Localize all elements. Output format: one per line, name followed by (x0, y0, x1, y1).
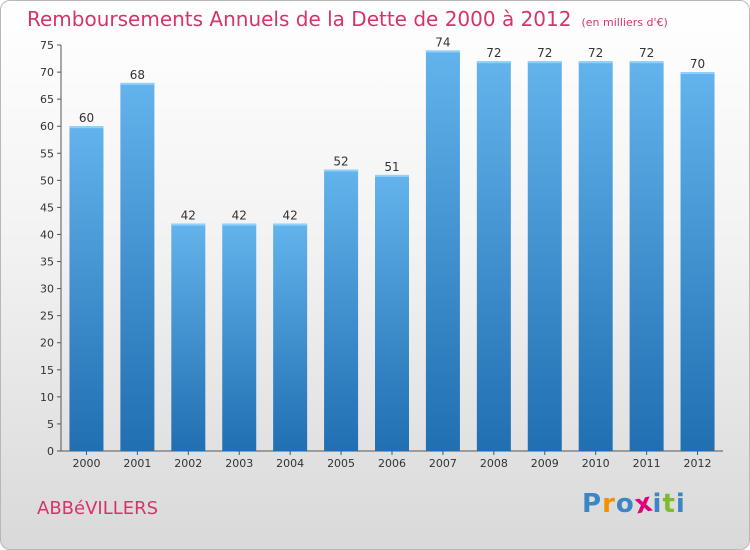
data-label-2012: 70 (690, 57, 705, 71)
bar-top-highlight (324, 169, 359, 172)
bar-2004 (273, 223, 308, 451)
bar-2009 (527, 61, 562, 452)
y-tick-label: 50 (40, 174, 54, 187)
data-label-2009: 72 (537, 46, 552, 60)
city-name: ABBéVILLERS (37, 498, 159, 519)
y-tick-label: 40 (40, 228, 54, 241)
x-tick-label-2001: 2001 (123, 457, 151, 470)
x-tick-label-2010: 2010 (582, 457, 610, 470)
x-tick-label-2005: 2005 (327, 457, 355, 470)
y-tick-label: 20 (40, 337, 54, 350)
chart-unit-label: (en milliers d'€) (581, 16, 668, 29)
data-label-2004: 42 (283, 209, 298, 223)
y-tick-label: 0 (47, 445, 54, 458)
bar-top-highlight (171, 223, 206, 226)
bar-2007 (425, 50, 460, 452)
bar-top-highlight (273, 223, 308, 226)
bar-2005 (324, 169, 359, 452)
proxiti-logo[interactable]: Proxiti (582, 487, 686, 520)
x-tick-label-2007: 2007 (429, 457, 457, 470)
chart-title: Remboursements Annuels de la Dette de 20… (27, 7, 668, 31)
logo-letter: P (582, 489, 603, 519)
logo-letter: o (615, 489, 635, 519)
y-tick-label: 25 (40, 310, 54, 323)
x-tick-label-2008: 2008 (480, 457, 508, 470)
bar-2000 (69, 126, 104, 451)
data-label-2001: 68 (130, 68, 145, 82)
bar-2006 (375, 174, 409, 452)
y-tick-label: 55 (40, 147, 54, 160)
logo-letter: i (652, 489, 663, 519)
y-tick-label: 5 (47, 418, 54, 431)
data-label-2002: 42 (181, 209, 196, 223)
y-tick-label: 10 (40, 391, 54, 404)
bar-top-highlight (578, 61, 613, 64)
bar-2002 (171, 223, 206, 451)
x-tick-label-2003: 2003 (225, 457, 253, 470)
data-label-2000: 60 (79, 111, 94, 125)
y-tick-label: 30 (40, 283, 54, 296)
y-tick-label: 60 (40, 120, 54, 133)
data-label-2010: 72 (588, 46, 603, 60)
data-label-2006: 51 (384, 160, 399, 174)
y-tick-label: 35 (40, 256, 54, 269)
bar-top-highlight (527, 61, 562, 64)
y-tick-label: 45 (40, 201, 54, 214)
bar-top-highlight (425, 50, 460, 53)
bar-2001 (120, 82, 155, 451)
x-tick-label-2006: 2006 (378, 457, 406, 470)
logo-letter: t (662, 489, 676, 519)
bar-top-highlight (222, 223, 257, 226)
logo-letter: r (602, 489, 616, 519)
bar-2012 (680, 72, 715, 452)
bar-2011 (629, 61, 664, 452)
x-tick-label-2011: 2011 (633, 457, 661, 470)
logo-letter: i (675, 489, 686, 519)
x-tick-label-2004: 2004 (276, 457, 304, 470)
bar-2003 (222, 223, 257, 451)
bar-2010 (578, 61, 613, 452)
data-label-2008: 72 (486, 46, 501, 60)
data-label-2007: 74 (435, 35, 450, 49)
x-tick-label-2002: 2002 (174, 457, 202, 470)
y-tick-label: 65 (40, 93, 54, 106)
bar-top-highlight (375, 174, 409, 177)
bar-top-highlight (629, 61, 664, 64)
bar-series: 60 68 42 42 42 52 51 74 72 72 72 72 70 (69, 35, 715, 452)
x-tick-label-2009: 2009 (531, 457, 559, 470)
y-tick-label: 70 (40, 66, 54, 79)
chart-axes: 0 5 10 15 20 25 30 35 40 45 50 55 60 65 70 75 2000 2001 20… (40, 39, 723, 470)
data-label-2003: 42 (232, 209, 247, 223)
bar-top-highlight (120, 82, 155, 85)
chart-title-text: Remboursements Annuels de la Dette de 20… (27, 7, 572, 31)
bar-2008 (476, 61, 511, 452)
x-tick-label-2012: 2012 (684, 457, 712, 470)
data-label-2011: 72 (639, 46, 654, 60)
y-tick-label: 15 (40, 364, 54, 377)
data-label-2005: 52 (333, 155, 348, 169)
y-tick-label: 75 (40, 39, 54, 52)
bar-top-highlight (680, 72, 715, 75)
bar-top-highlight (69, 126, 104, 129)
bar-top-highlight (476, 61, 511, 64)
x-tick-label-2000: 2000 (72, 457, 100, 470)
